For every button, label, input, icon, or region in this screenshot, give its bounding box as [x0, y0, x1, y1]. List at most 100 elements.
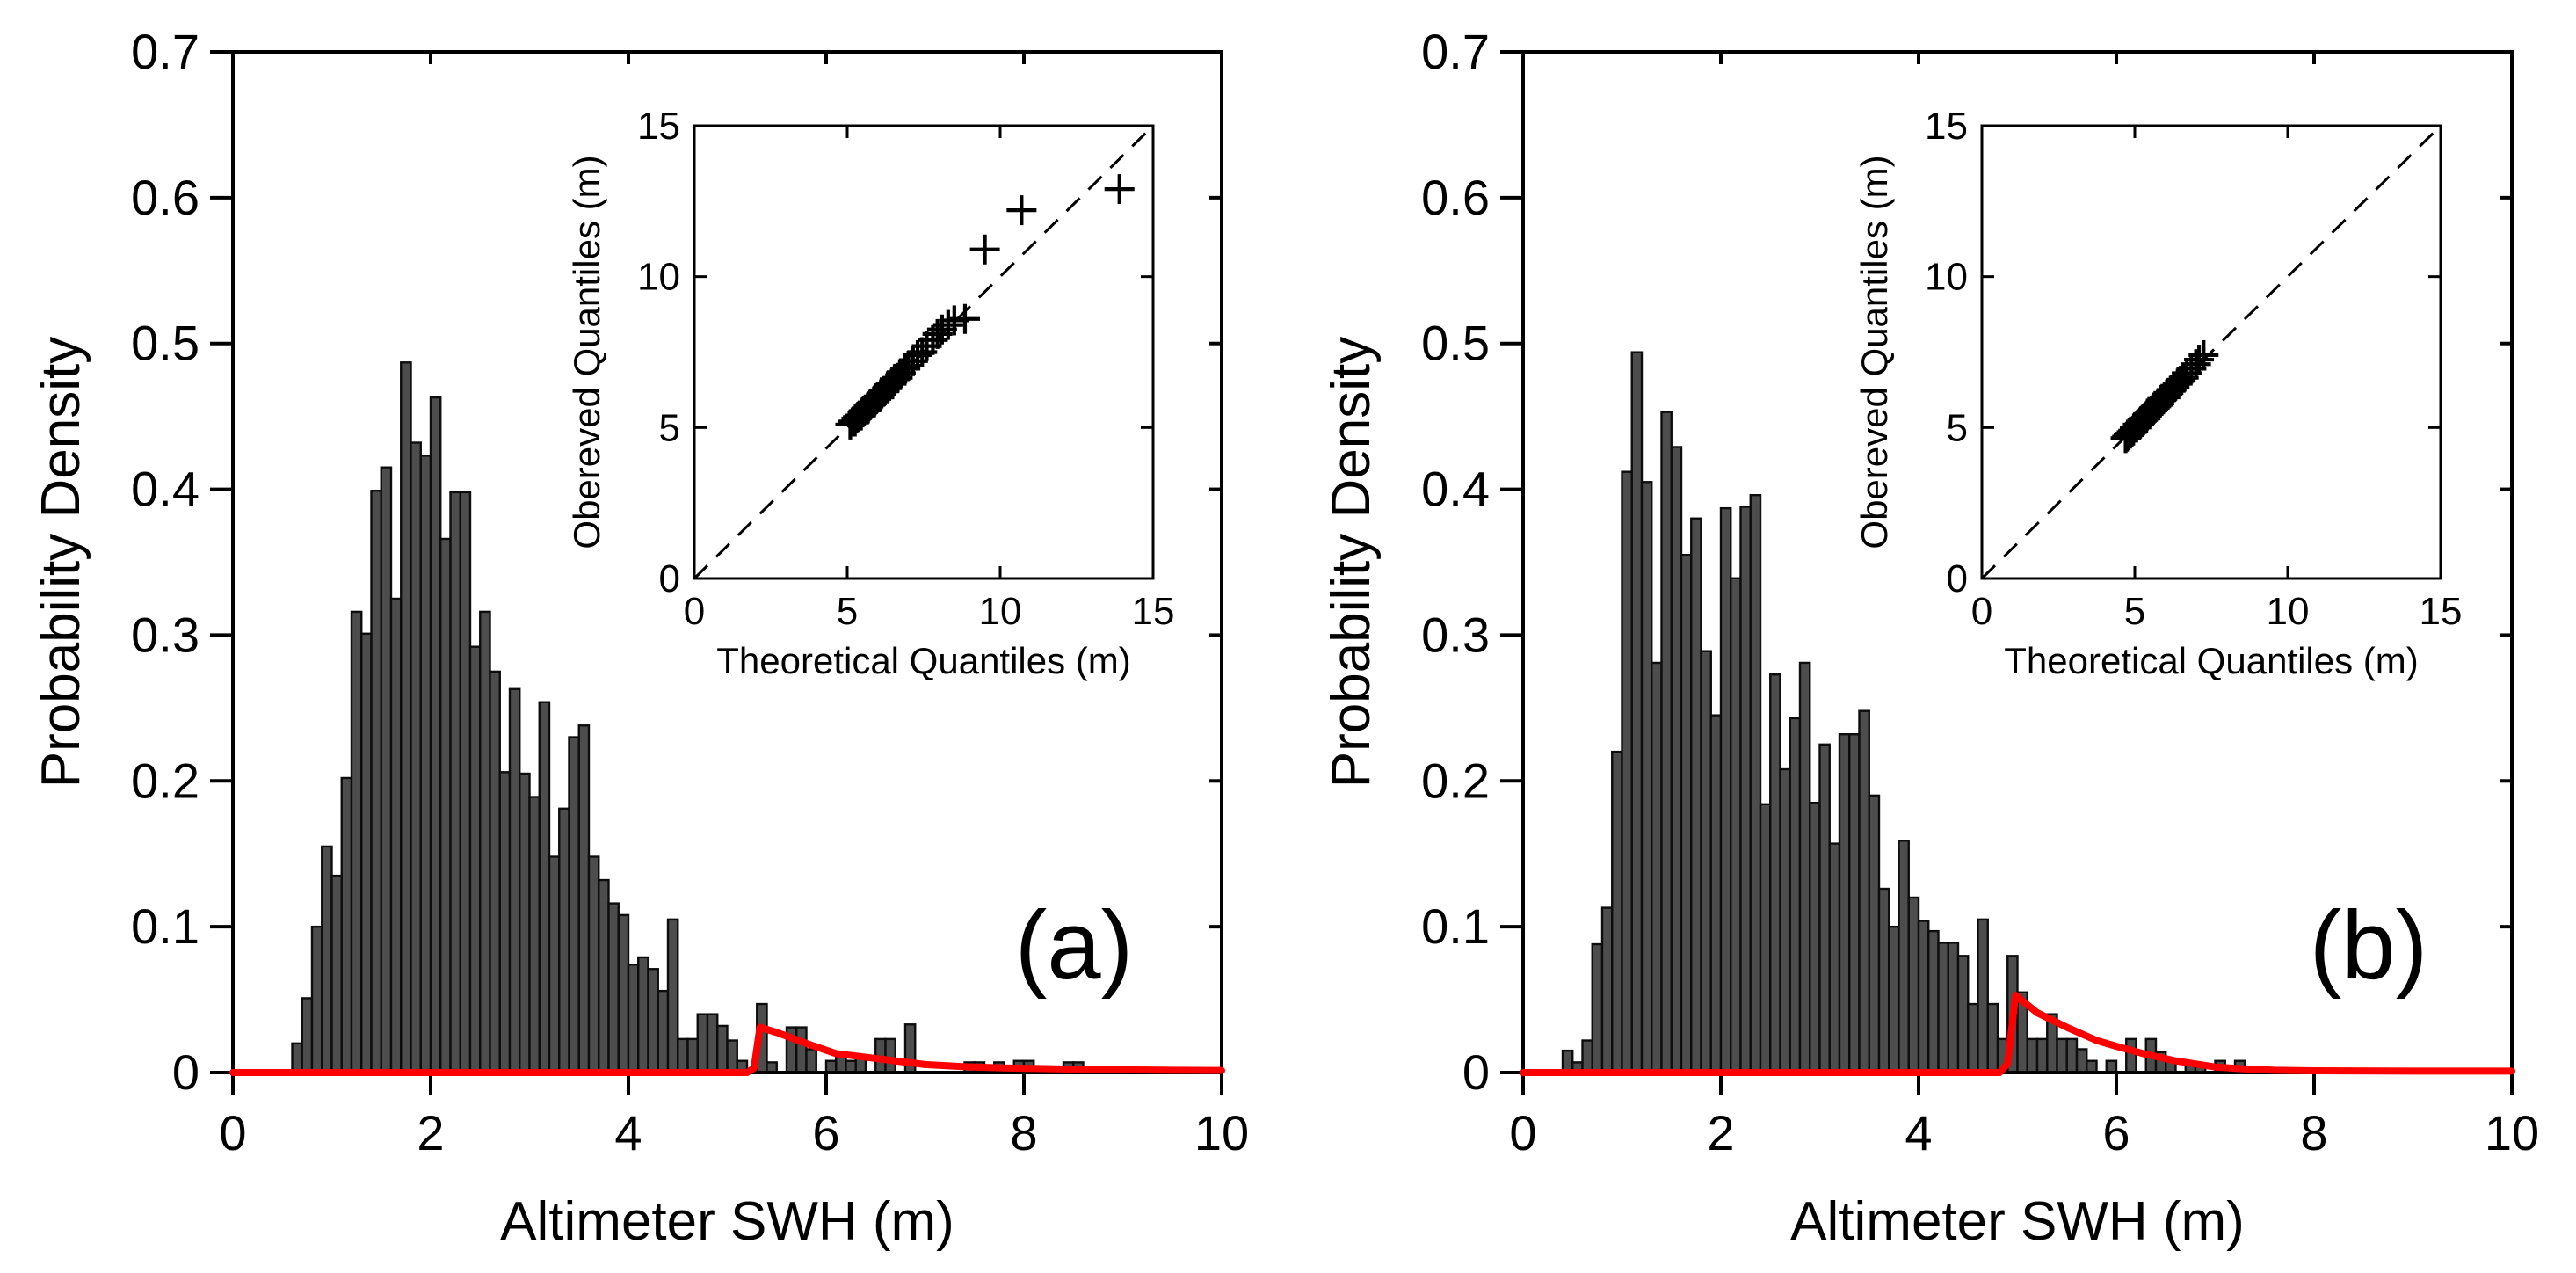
y-tick-label: 0.5 — [1421, 316, 1490, 371]
histogram-bar — [519, 772, 531, 1074]
histogram-bar — [468, 645, 482, 1074]
x-tick-label: 4 — [614, 1105, 642, 1160]
histogram-bar — [1700, 650, 1712, 1074]
panel-b-letter: (b) — [2310, 891, 2427, 1000]
inset-y-tick-label: 10 — [637, 256, 680, 299]
histogram-bar — [400, 361, 412, 1074]
inset-x-tick-label: 10 — [2267, 590, 2310, 633]
x-tick-label: 0 — [219, 1105, 246, 1160]
histogram-bar — [1651, 661, 1663, 1074]
inset-x-tick-label: 15 — [1132, 590, 1175, 633]
histogram-bar — [370, 490, 382, 1074]
x-tick-label: 8 — [2300, 1105, 2327, 1160]
x-tick-label: 6 — [812, 1105, 839, 1160]
histogram-bar — [340, 776, 353, 1074]
y-tick-label: 0.1 — [131, 898, 200, 954]
panel-b: 0 2 4 6 8 10 0 0.1 0.2 0.3 0.4 0.5 0.6 0.7 Altimeter S… — [1321, 24, 2539, 1252]
y-tick-label: 0 — [172, 1044, 200, 1100]
inset-y-tick-label: 0 — [659, 557, 680, 600]
histogram-bar — [1621, 470, 1633, 1074]
histogram-bar — [568, 736, 580, 1074]
panel-b-ticks — [1500, 50, 2514, 1095]
y-tick-label: 0.4 — [1421, 462, 1490, 517]
panel-b-axes-box — [1521, 50, 2514, 1074]
x-tick-label: 8 — [1010, 1105, 1037, 1160]
histogram-bar — [1690, 517, 1702, 1074]
histogram-bar — [666, 918, 679, 1074]
histogram-bar — [1907, 896, 1920, 1074]
histogram-bar — [1877, 887, 1890, 1074]
histogram-bar — [1670, 446, 1683, 1074]
histogram-bar — [1838, 733, 1851, 1074]
histogram-bar — [429, 396, 442, 1074]
panel-a-letter: (a) — [1015, 891, 1133, 1000]
histogram-bar — [479, 610, 491, 1074]
histogram-bar — [1719, 506, 1732, 1074]
inset-qq-markers — [2110, 339, 2219, 454]
histogram-bar — [795, 1026, 808, 1074]
inset-y-tick-label: 15 — [1925, 105, 1968, 148]
y-tick-label: 0.4 — [131, 462, 200, 517]
inset-y-tick-label: 5 — [659, 406, 680, 449]
histogram-bar — [1730, 577, 1742, 1074]
inset-qq-markers — [835, 174, 1135, 440]
histogram-bar — [508, 687, 521, 1074]
histogram-bar — [1868, 794, 1881, 1074]
panel-a-gpd-fit-line — [229, 1023, 1225, 1076]
inset-identity-line — [1980, 124, 2442, 580]
x-tick-label: 10 — [1194, 1105, 1249, 1160]
histogram-bar — [1927, 929, 1940, 1074]
histogram-bar — [1809, 801, 1821, 1074]
histogram-bar — [1937, 942, 1949, 1074]
inset-x-tick-label: 5 — [2124, 590, 2145, 633]
histogram-bar — [439, 537, 452, 1074]
histogram-bar — [2125, 1037, 2137, 1074]
y-axis-label: Probability Density — [1321, 337, 1382, 788]
histogram-bar — [1798, 661, 1811, 1074]
inset-tick-labels: 00 5 5 10 10 15 15 — [637, 105, 1174, 633]
histogram-bar — [498, 771, 512, 1074]
histogram-bar — [805, 1048, 817, 1074]
inset-ticks — [1980, 124, 2442, 580]
histogram-bar — [1660, 411, 1673, 1074]
y-tick-label: 0.7 — [1421, 24, 1490, 79]
histogram-bar — [1986, 1002, 1999, 1074]
y-tick-label: 0.3 — [131, 607, 200, 662]
histogram-bar — [538, 701, 551, 1074]
histogram-bar — [350, 610, 363, 1074]
histogram-bar — [419, 455, 432, 1074]
histogram-bar — [1956, 955, 1970, 1074]
x-tick-label: 2 — [417, 1105, 444, 1160]
y-tick-label: 0.1 — [1421, 898, 1490, 954]
histogram-bar — [1611, 750, 1623, 1074]
histogram-bar — [1640, 481, 1653, 1074]
y-axis-label: Probability Density — [31, 337, 91, 788]
histogram-bar — [380, 466, 393, 1074]
x-tick-label: 0 — [1509, 1105, 1536, 1160]
histogram-bar — [1591, 942, 1604, 1074]
x-axis-label: Altimeter SWH (m) — [1790, 1191, 2245, 1252]
histogram-bar — [1749, 494, 1762, 1074]
histogram-bar — [617, 913, 630, 1074]
x-tick-label: 2 — [1707, 1105, 1734, 1160]
panel-b-histogram-bars — [1561, 351, 2246, 1074]
histogram-bar — [449, 491, 461, 1074]
panel-a-tick-labels: 0 2 4 6 8 10 0 0.1 0.2 0.3 0.4 0.5 0.6 0.7 — [131, 24, 1249, 1160]
histogram-bar — [716, 1024, 729, 1074]
inset-x-axis-label: Theoretical Quantiles (m) — [716, 640, 1131, 681]
histogram-bar — [489, 670, 501, 1074]
histogram-bar — [1848, 733, 1861, 1074]
histogram-bar — [1977, 918, 1989, 1074]
inset-y-tick-label: 15 — [637, 105, 680, 148]
inset-tick-labels: 00 5 5 10 10 15 15 — [1925, 105, 2462, 633]
y-tick-label: 0.5 — [131, 316, 200, 371]
histogram-bar — [587, 855, 600, 1074]
histogram-bar — [627, 964, 640, 1074]
inset-x-tick-label: 10 — [979, 590, 1022, 633]
x-axis-label: Altimeter SWH (m) — [500, 1191, 954, 1252]
histogram-bar — [2075, 1048, 2088, 1074]
histogram-bar — [1581, 1039, 1593, 1074]
x-tick-label: 10 — [2485, 1105, 2539, 1160]
